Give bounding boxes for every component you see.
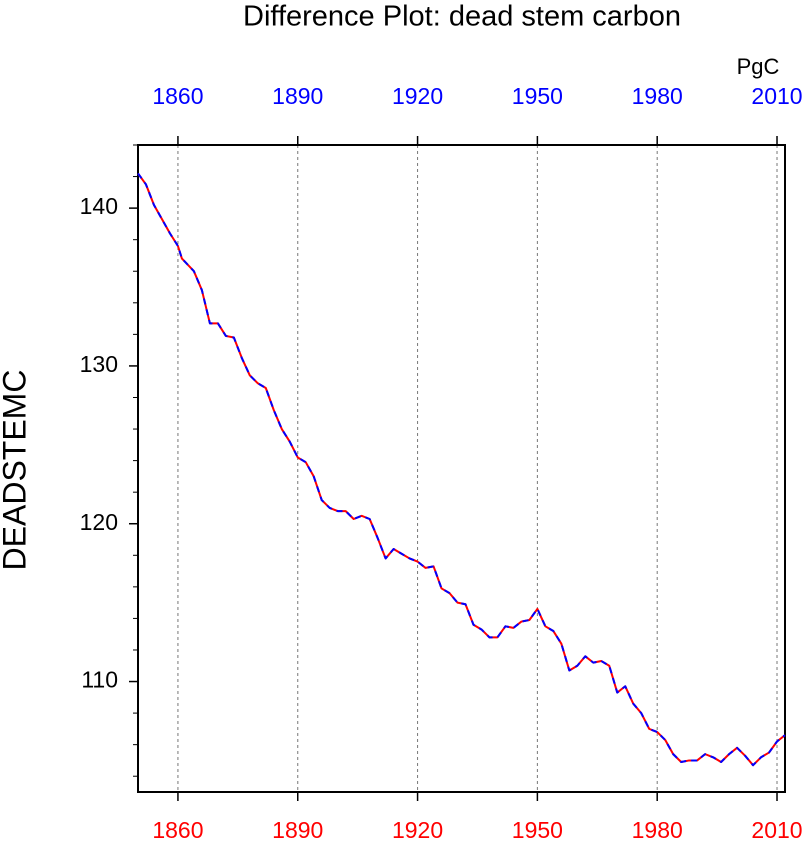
series-line (137, 172, 786, 767)
y-tick-label: 110 (81, 667, 118, 693)
y-tick-label: 120 (80, 509, 118, 535)
x-tick-label-top: 1890 (272, 83, 323, 109)
y-tick-label: 130 (80, 351, 118, 377)
units-label: PgC (737, 54, 780, 79)
x-tick-label-bottom: 2010 (751, 817, 802, 843)
plot-frame (137, 144, 786, 793)
x-tick-label-bottom: 1920 (392, 817, 443, 843)
x-tick-label-top: 1920 (392, 83, 443, 109)
x-tick-label-top: 1950 (512, 83, 563, 109)
x-tick-label-bottom: 1890 (272, 817, 323, 843)
y-axis-label: DEADSTEMC (0, 370, 32, 571)
x-tick-label-bottom: 1860 (152, 817, 203, 843)
x-tick-label-bottom: 1980 (632, 817, 683, 843)
x-tick-label-top: 1860 (152, 83, 203, 109)
y-tick-label: 140 (80, 193, 118, 219)
chart-title: Difference Plot: dead stem carbon (243, 1, 681, 33)
series-line (137, 172, 786, 767)
x-tick-label-top: 2010 (751, 83, 802, 109)
x-tick-label-top: 1980 (632, 83, 683, 109)
x-tick-label-bottom: 1950 (512, 817, 563, 843)
